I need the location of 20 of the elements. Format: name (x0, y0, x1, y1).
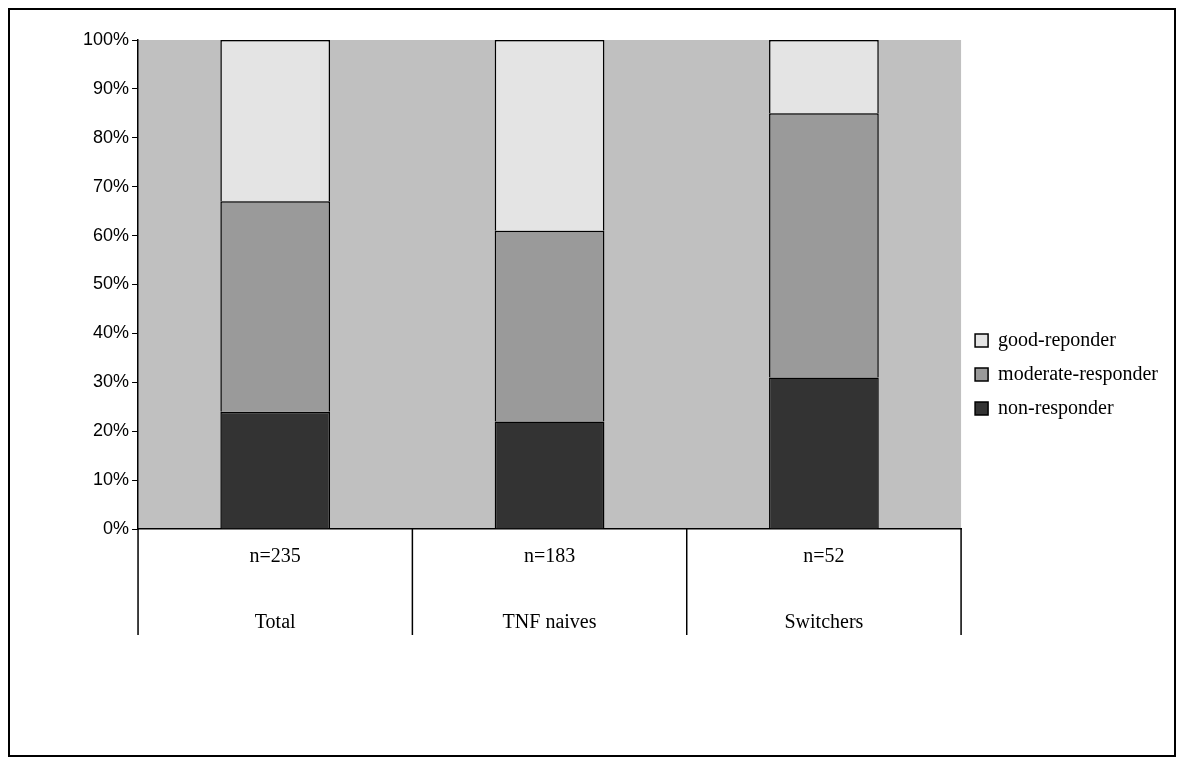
y-tick-label: 10% (93, 469, 130, 490)
text: n=183 (523, 544, 576, 567)
y-tick-label: 20% (93, 420, 130, 441)
y-tick-label: 60% (93, 224, 130, 245)
y-tick-label: 30% (93, 371, 130, 392)
y-tick-label: 50% (93, 273, 130, 294)
text: n=235 (249, 544, 301, 567)
y-tick-label: 80% (93, 126, 130, 147)
y-tick-label: 100% (82, 28, 130, 49)
x-tick-label: Total (254, 610, 297, 633)
y-tick-label: 40% (93, 322, 130, 343)
y-tick-label: 90% (93, 77, 130, 98)
legend-label: non-responder (998, 395, 1114, 419)
legend-label: good-reponder (998, 327, 1117, 351)
text: n=52 (803, 544, 845, 567)
y-tick-label: 0% (103, 517, 130, 538)
x-tick-label: Switchers (784, 610, 864, 633)
x-tick-label: TNF naives (502, 610, 597, 633)
y-tick-label: 70% (93, 175, 130, 196)
legend-label: moderate-responder (998, 361, 1159, 385)
